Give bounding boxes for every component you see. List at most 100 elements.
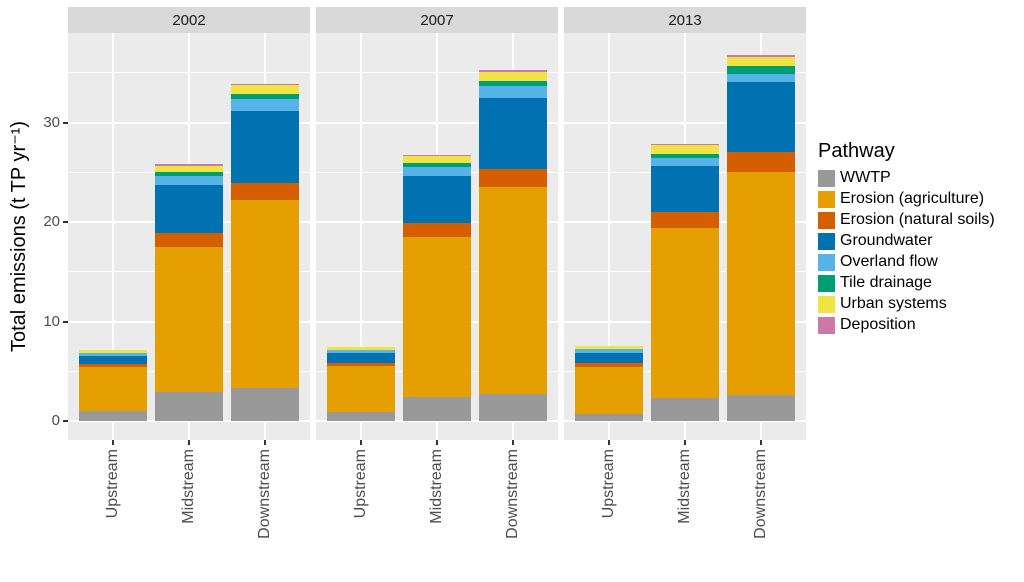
legend-item: Deposition bbox=[818, 316, 995, 334]
legend-key-swatch bbox=[818, 211, 835, 229]
legend-label: Urban systems bbox=[840, 295, 947, 312]
bar-segment-midstream-2013 bbox=[651, 143, 719, 145]
bar-segment-downstream-2013 bbox=[726, 73, 795, 82]
legend-key-swatch bbox=[818, 253, 835, 271]
bar-segment-downstream-2002 bbox=[230, 98, 299, 111]
bar-segment-upstream-2007 bbox=[327, 347, 396, 351]
facet-strip-2007: 2007 bbox=[316, 7, 558, 33]
x-tick-mark bbox=[511, 440, 514, 445]
bar-segment-midstream-2002 bbox=[155, 392, 223, 421]
bar-segment-downstream-2002 bbox=[230, 183, 299, 201]
x-axis-label-text: Midstream bbox=[180, 449, 197, 524]
bar-segment-downstream-2002 bbox=[230, 110, 299, 184]
bar-segment-downstream-2007 bbox=[478, 80, 547, 86]
bar-segment-midstream-2007 bbox=[403, 162, 471, 168]
bar-segment-midstream-2002 bbox=[155, 233, 223, 247]
bar-segment-midstream-2002 bbox=[155, 176, 223, 185]
bar-segment-midstream-2007 bbox=[403, 223, 471, 237]
facet-strip-2002: 2002 bbox=[68, 7, 310, 33]
legend-items: WWTP Erosion (agriculture) Erosion (natura… bbox=[818, 169, 995, 334]
bar-segment-downstream-2013 bbox=[726, 395, 795, 421]
legend-label: Erosion (agriculture) bbox=[840, 190, 985, 207]
y-tick-mark bbox=[63, 221, 68, 223]
bar-segment-midstream-2007 bbox=[403, 176, 471, 223]
x-axis-label-downstream: Downstream bbox=[748, 449, 774, 571]
bar-segment-upstream-2002 bbox=[79, 350, 148, 354]
bar-segment-downstream-2007 bbox=[478, 85, 547, 98]
legend: Pathway WWTP Erosion (agriculture) Erosion… bbox=[818, 140, 995, 337]
bar-segment-midstream-2002 bbox=[155, 172, 223, 177]
bar-segment-midstream-2013 bbox=[651, 153, 719, 159]
bar-segment-upstream-2013 bbox=[575, 414, 644, 421]
y-tick-mark bbox=[63, 420, 68, 422]
legend-key-swatch bbox=[818, 295, 835, 313]
bar-segment-upstream-2013 bbox=[575, 353, 644, 364]
facet-panel-2002 bbox=[68, 33, 310, 440]
x-tick-mark bbox=[112, 440, 115, 445]
gridline-vertical bbox=[112, 33, 115, 440]
legend-label: Groundwater bbox=[840, 232, 933, 249]
x-axis-label-midstream: Midstream bbox=[424, 449, 450, 571]
legend-key-swatch bbox=[818, 190, 835, 208]
x-axis-label-text: Upstream bbox=[600, 449, 618, 519]
x-axis-label-text: Midstream bbox=[676, 449, 693, 524]
legend-key-swatch bbox=[818, 232, 835, 250]
bar-segment-downstream-2007 bbox=[478, 69, 547, 73]
bar-segment-upstream-2013 bbox=[575, 348, 644, 354]
x-axis-label-text: Downstream bbox=[255, 449, 273, 539]
bar-segment-downstream-2002 bbox=[230, 200, 299, 389]
bar-segment-upstream-2002 bbox=[79, 363, 148, 367]
x-axis-label-text: Downstream bbox=[751, 449, 769, 539]
bar-segment-midstream-2002 bbox=[155, 164, 223, 166]
bar-segment-downstream-2013 bbox=[726, 57, 795, 66]
x-axis-label-downstream: Downstream bbox=[500, 449, 526, 571]
bar-segment-upstream-2007 bbox=[327, 353, 396, 363]
gridline-vertical bbox=[608, 33, 611, 440]
y-tick-label: 20 bbox=[43, 213, 60, 230]
x-tick-mark bbox=[436, 440, 438, 445]
x-tick-mark bbox=[608, 440, 611, 445]
x-axis-label-midstream: Midstream bbox=[672, 449, 698, 571]
x-axis-label-upstream: Upstream bbox=[596, 449, 622, 571]
bar-segment-midstream-2013 bbox=[651, 212, 719, 228]
legend-label: WWTP bbox=[840, 169, 891, 186]
x-tick-mark bbox=[188, 440, 190, 445]
bar-segment-downstream-2007 bbox=[478, 187, 547, 395]
bar-segment-midstream-2007 bbox=[403, 155, 471, 163]
x-axis-label-text: Upstream bbox=[352, 449, 370, 519]
bar-segment-upstream-2007 bbox=[327, 365, 396, 413]
bar-segment-midstream-2002 bbox=[155, 165, 223, 173]
bar-segment-downstream-2002 bbox=[230, 93, 299, 99]
y-tick-label: 10 bbox=[43, 312, 60, 330]
bar-segment-upstream-2013 bbox=[575, 366, 644, 415]
legend-title: Pathway bbox=[818, 140, 895, 162]
legend-label: Erosion (natural soils) bbox=[840, 211, 995, 228]
bar-segment-midstream-2007 bbox=[403, 396, 471, 421]
bar-segment-upstream-2007 bbox=[327, 412, 396, 421]
facet-strip-2013: 2013 bbox=[564, 7, 806, 33]
bar-segment-upstream-2013 bbox=[575, 363, 644, 367]
bar-segment-midstream-2013 bbox=[651, 227, 719, 399]
bar-segment-upstream-2007 bbox=[327, 362, 396, 366]
x-axis-label-downstream: Downstream bbox=[252, 449, 278, 571]
y-tick-label: 0 bbox=[51, 412, 60, 429]
x-axis-label-midstream: Midstream bbox=[176, 449, 202, 571]
y-axis-title: Total emissions (t TP yr⁻¹) bbox=[6, 33, 32, 440]
legend-label: Deposition bbox=[840, 316, 916, 333]
bar-segment-downstream-2013 bbox=[726, 152, 795, 173]
bar-segment-midstream-2007 bbox=[403, 154, 471, 156]
x-axis-label-upstream: Upstream bbox=[348, 449, 374, 571]
y-axis-title-text: Total emissions (t TP yr⁻¹) bbox=[8, 121, 30, 352]
legend-item: Erosion (agriculture) bbox=[818, 190, 995, 208]
legend-label: Overland flow bbox=[840, 253, 938, 270]
legend-item: Tile drainage bbox=[818, 274, 995, 292]
x-axis-label-text: Upstream bbox=[104, 449, 122, 519]
bar-segment-midstream-2013 bbox=[651, 398, 719, 421]
x-tick-mark bbox=[684, 440, 686, 445]
bar-segment-downstream-2007 bbox=[478, 72, 547, 81]
bar-segment-midstream-2013 bbox=[651, 166, 719, 213]
x-tick-mark bbox=[263, 440, 266, 445]
y-tick-mark bbox=[63, 121, 68, 124]
bar-segment-downstream-2013 bbox=[726, 81, 795, 153]
y-tick-label: 30 bbox=[43, 113, 60, 131]
